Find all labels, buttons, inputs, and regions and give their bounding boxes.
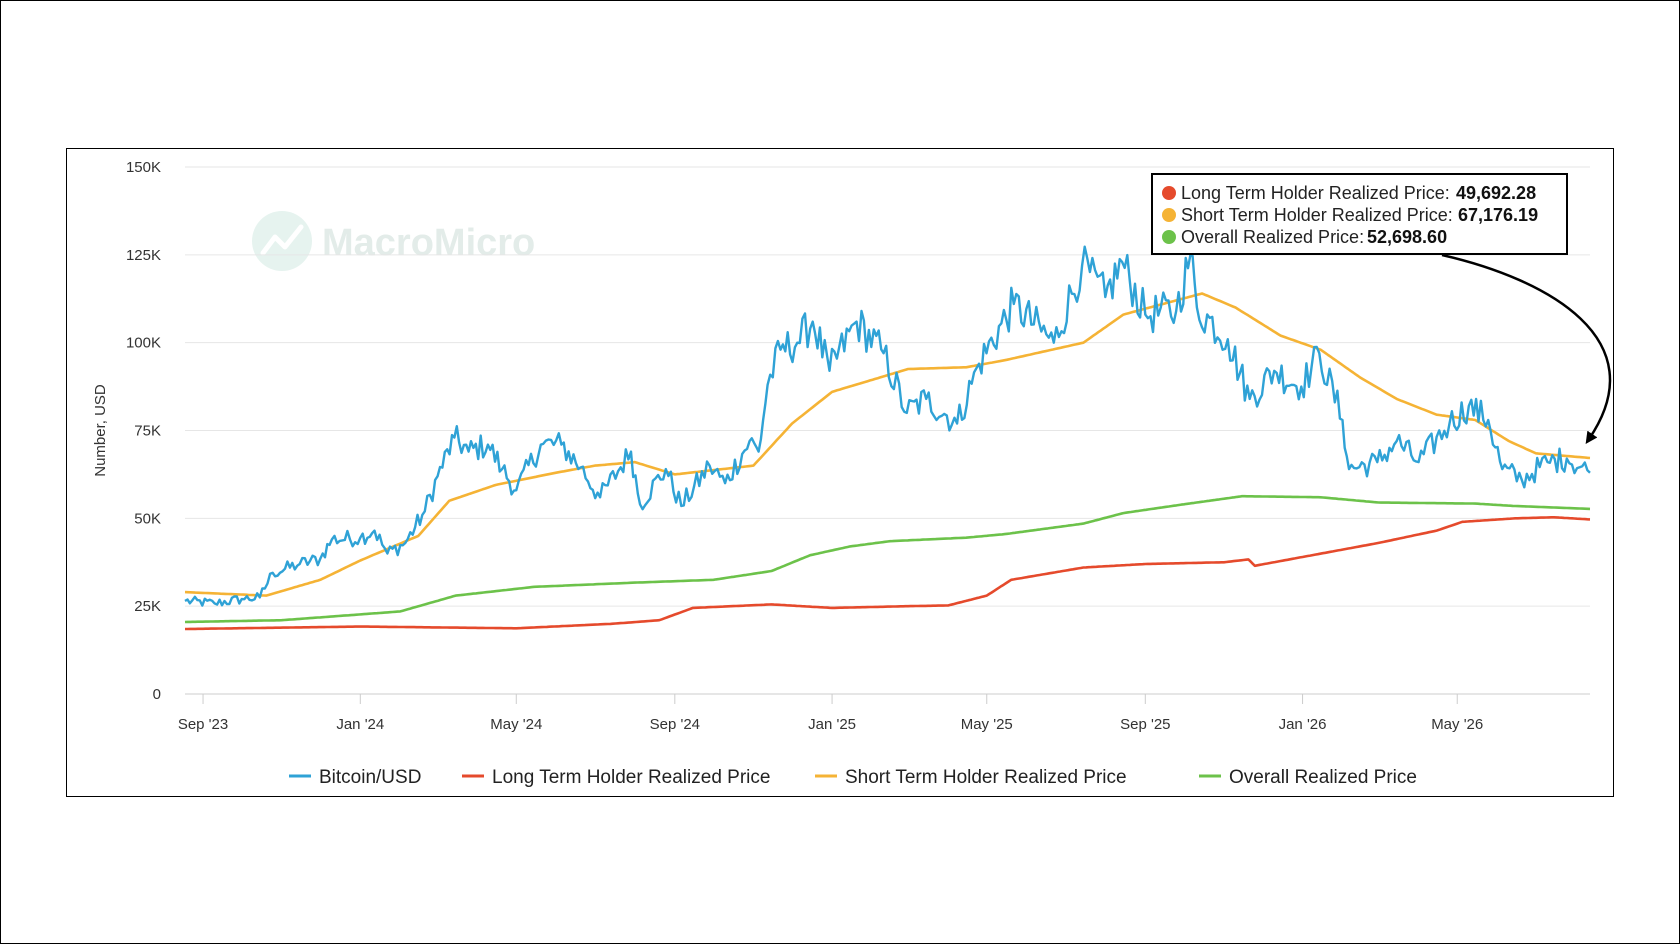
tooltip-dot-icon [1162,208,1176,222]
y-tick-label: 150K [126,159,161,176]
tooltip-dot-icon [1162,230,1176,244]
watermark: MacroMicro [252,211,535,271]
x-tick-label: Sep '24 [650,716,700,733]
series-line-overall-realized-price [184,494,1591,624]
tooltip: Long Term Holder Realized Price: 49,692.2… [1151,173,1568,255]
legend-item-overall-realized-price: Overall Realized Price [1229,767,1417,788]
y-axis-ticks: 0 25K 50K 75K 100K 125K 150K [126,159,161,703]
series-line-bitcoin-usd [184,245,1591,607]
chart-svg: MacroMicro 0 25K 50K 75K 100K 125K 150K Sep '2… [92,159,1612,788]
tooltip-dot-icon [1162,186,1176,200]
y-tick-label: 50K [134,510,161,527]
tooltip-value: 49,692.28 [1456,183,1536,203]
y-tick-label: 125K [126,247,161,264]
tooltip-label: Long Term Holder Realized Price: [1181,183,1450,203]
series-line-long-term-holder-realized-price [185,516,1591,631]
tooltip-label: Overall Realized Price: [1181,227,1364,247]
y-tick-label: 0 [153,686,161,703]
y-tick-label: 75K [134,423,161,440]
x-axis-ticks: Sep '23 Jan '24 May '24 Sep '24 Jan '25 May '… [178,694,1483,733]
x-tick-label: Jan '24 [336,716,384,733]
legend-item-bitcoin-usd: Bitcoin/USD [319,767,421,788]
y-axis-title: Number, USD [92,384,109,477]
chart-container: MacroMicro 0 25K 50K 75K 100K 125K 150K Sep '2… [66,148,1614,797]
tooltip-box [1151,173,1568,255]
tooltip-value: 67,176.19 [1458,205,1538,225]
x-tick-label: May '24 [490,716,542,733]
x-tick-label: Sep '23 [178,716,228,733]
tooltip-label: Short Term Holder Realized Price: [1181,205,1453,225]
y-tick-label: 100K [126,335,161,352]
legend-item-short-term-holder-realized-price: Short Term Holder Realized Price [845,767,1127,788]
watermark-logo-chart-icon [260,224,304,256]
y-tick-label: 25K [134,598,161,615]
tooltip-arrow [1441,253,1612,444]
x-tick-label: Jan '26 [1279,716,1327,733]
legend-item-long-term-holder-realized-price: Long Term Holder Realized Price [492,767,770,788]
x-tick-label: Sep '25 [1120,716,1170,733]
legend: Bitcoin/USD Long Term Holder Realized Pri… [289,767,1417,788]
x-tick-label: May '25 [961,716,1013,733]
series-layer [184,245,1591,631]
watermark-text: MacroMicro [322,222,535,264]
tooltip-value: 52,698.60 [1367,227,1447,247]
x-tick-label: Jan '25 [808,716,856,733]
x-tick-label: May '26 [1431,716,1483,733]
